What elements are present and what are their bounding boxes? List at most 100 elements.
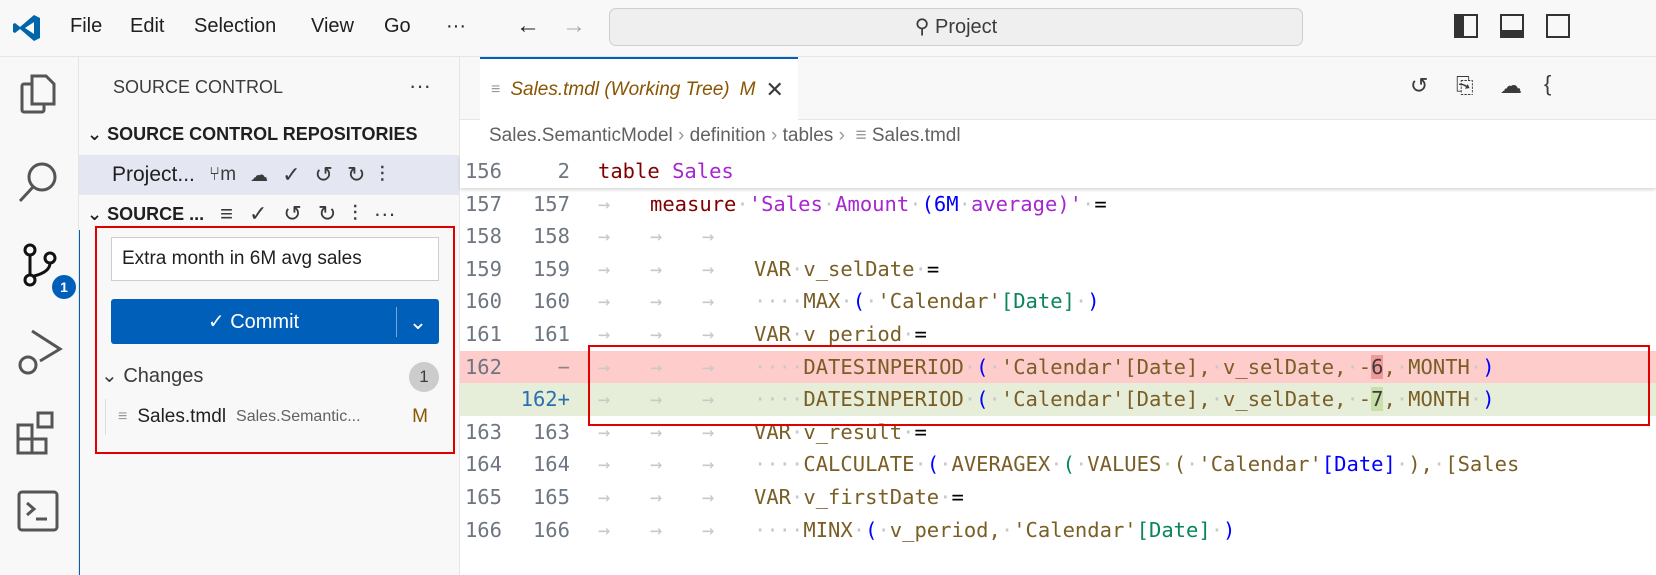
cloud-upload-icon[interactable]: ☁ — [1500, 73, 1522, 98]
menu-edit[interactable]: Edit — [130, 15, 165, 37]
refresh-icon[interactable]: ↻ — [317, 201, 337, 226]
forward-arrow-icon[interactable]: → — [562, 12, 586, 39]
commit-button[interactable]: ✓ Commit ⌄ — [111, 299, 439, 344]
diff-line-ins[interactable]: 162+ → → → ····DATESINPERIOD·(·'Calendar'[Da… — [460, 383, 1656, 417]
cloud-upload-icon[interactable]: ☁ — [250, 164, 269, 185]
sidebar-title: SOURCE CONTROL — [113, 77, 284, 97]
space-whitespace-marker: ···· — [754, 517, 804, 542]
tab-whitespace-marker: → — [650, 387, 663, 412]
code-token: · — [1469, 387, 1483, 412]
more-actions-icon[interactable]: ··· — [373, 201, 396, 226]
repository-item[interactable]: Project... ⑂m ☁ ✓ ↺ ↻ ⫶ — [79, 155, 460, 195]
commit-message-input[interactable]: Extra month in 6M avg sales — [111, 237, 439, 281]
code-token: MONTH — [1408, 354, 1470, 379]
extensions-icon[interactable] — [14, 407, 64, 457]
code-line[interactable]: 164 164 → → → ····CALCULATE·(·AVERAGEX·(·VALU… — [460, 448, 1656, 481]
code-text: → → → VAR·v_firstDate·= — [598, 481, 964, 514]
branch-icon[interactable]: ⑂m — [208, 164, 237, 185]
tab-sales-tmdl[interactable]: ≡ Sales.tmdl (Working Tree) M ✕ — [480, 57, 798, 121]
explorer-icon[interactable] — [14, 72, 64, 122]
tab-whitespace-marker: → — [702, 322, 715, 346]
changed-file-item[interactable]: ≡ Sales.tmdl Sales.Semantic... M — [105, 399, 450, 435]
code-token: measure — [650, 191, 737, 216]
code-token: = — [914, 322, 927, 346]
breadcrumb-item[interactable]: tables — [782, 125, 834, 146]
code-token: · — [1432, 452, 1446, 477]
code-token: [Date], — [1124, 354, 1211, 379]
code-token: v_selDate — [803, 256, 915, 281]
original-line-number: 162 — [464, 354, 502, 379]
menu-file[interactable]: File — [70, 15, 103, 37]
changes-section-header[interactable]: ⌄ SOURCE ... — [87, 203, 205, 224]
breadcrumb-item[interactable]: Sales.tmdl — [871, 125, 961, 146]
code-line[interactable]: 163 163 → → → VAR·v_result·= — [460, 416, 1656, 449]
refresh-icon[interactable]: ↻ — [346, 162, 366, 187]
code-token: [Date] — [1136, 517, 1211, 542]
breadcrumb-item[interactable]: definition — [689, 125, 766, 146]
open-file-icon[interactable]: ⎘ — [1456, 73, 1474, 98]
back-arrow-icon[interactable]: ← — [516, 12, 540, 39]
search-icon[interactable] — [14, 157, 64, 207]
close-icon[interactable]: ✕ — [765, 77, 784, 102]
search-label: Project — [934, 16, 998, 38]
more-actions-icon[interactable]: ··· — [409, 73, 431, 98]
commit-check-icon[interactable]: ✓ — [248, 201, 268, 226]
code-token: · — [1000, 517, 1014, 542]
code-line[interactable]: 165 165 → → → VAR·v_firstDate·= — [460, 481, 1656, 514]
code-token: ( — [976, 387, 989, 412]
menu-view[interactable]: View — [311, 15, 354, 37]
code-token: · — [1395, 387, 1409, 412]
code-line[interactable]: 161 161 → → → VAR·v_period·= — [460, 318, 1656, 351]
code-line[interactable]: 160 160 → → → ····MAX·(·'Calendar'[Date]·) — [460, 285, 1656, 318]
modified-line-number: 157 — [532, 191, 570, 216]
tab-whitespace-marker: → — [598, 322, 611, 346]
code-line[interactable]: 159 159 → → → VAR·v_selDate·= — [460, 253, 1656, 286]
code-token: · — [865, 289, 878, 314]
tab-whitespace-marker: → — [650, 256, 663, 281]
code-token: [Date] — [1000, 289, 1075, 314]
original-line-number: 158 — [464, 224, 502, 249]
breadcrumb-item[interactable]: Sales.SemanticModel — [489, 125, 673, 146]
code-token: · — [909, 191, 922, 216]
graph-icon[interactable]: ⫶ — [352, 201, 358, 226]
original-line-number: 161 — [464, 322, 502, 346]
history-icon[interactable]: ↺ — [314, 162, 333, 187]
terminal-icon[interactable] — [14, 487, 64, 537]
source-control-icon[interactable]: 1 — [14, 242, 76, 299]
menu-more[interactable]: ··· — [446, 15, 466, 37]
code-line[interactable]: 166 166 → → → ····MINX·(·v_period,·'Calendar'… — [460, 514, 1656, 547]
code-token: table — [598, 159, 660, 183]
code-token: VAR — [754, 419, 792, 444]
code-token: · — [1469, 354, 1483, 379]
space-whitespace-marker: ···· — [754, 289, 804, 314]
repositories-section-header[interactable]: ⌄ SOURCE CONTROL REPOSITORIES — [87, 124, 418, 144]
code-token: Sales — [672, 159, 734, 183]
changes-group[interactable]: ⌄ Changes — [101, 365, 204, 387]
code-line[interactable]: 157 157 → measure·'Sales·Amount·(6M·average… — [460, 188, 1656, 221]
graph-icon[interactable]: ⫶ — [379, 162, 385, 187]
code-token: ( — [926, 452, 940, 477]
code-line[interactable]: 158 158 → → → — [460, 220, 1656, 253]
command-center-search[interactable]: ⚲ Project — [609, 8, 1303, 46]
code-token: v_firstDate — [803, 485, 940, 509]
history-icon[interactable]: ↺ — [283, 201, 302, 226]
code-token: DATESINPERIOD — [803, 354, 964, 379]
menu-go[interactable]: Go — [384, 15, 411, 37]
run-debug-icon[interactable] — [14, 327, 64, 377]
toggle-sidebar-icon[interactable] — [1454, 14, 1478, 38]
tab-whitespace-marker: → — [598, 354, 611, 379]
braces-icon[interactable]: { — [1544, 71, 1552, 96]
toggle-panel-icon[interactable] — [1500, 14, 1524, 38]
menu-selection[interactable]: Selection — [194, 15, 277, 37]
code-line[interactable]: 156 2 table Sales — [460, 155, 1656, 188]
view-as-list-icon[interactable]: ≡ — [220, 201, 233, 226]
code-text: → → → ····MAX·(·'Calendar'[Date]·) — [598, 285, 1100, 318]
tab-whitespace-marker: → — [650, 354, 663, 379]
commit-check-icon[interactable]: ✓ — [282, 162, 301, 187]
diff-line-del[interactable]: 162− → → → ····DATESINPERIOD·(·'Calendar'[Da… — [460, 350, 1656, 384]
history-icon[interactable]: ↺ — [1410, 73, 1429, 98]
tab-whitespace-marker: → — [598, 387, 611, 412]
commit-dropdown-chevron-icon[interactable]: ⌄ — [408, 308, 428, 334]
code-token: , — [1383, 354, 1396, 379]
toggle-secondary-sidebar-icon[interactable] — [1546, 14, 1570, 38]
